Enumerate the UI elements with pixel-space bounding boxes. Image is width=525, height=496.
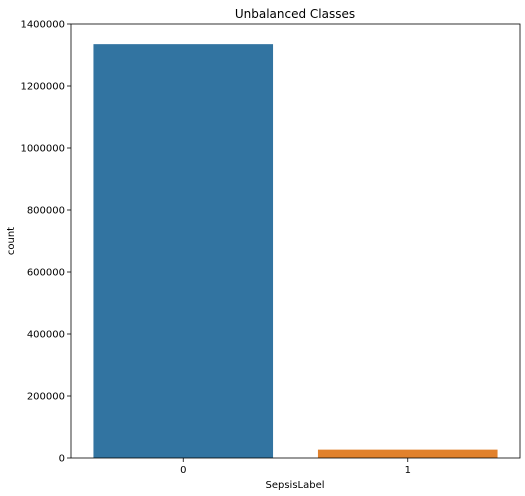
bar-1 (317, 449, 498, 458)
y-tick-label: 400000 (27, 330, 65, 341)
y-axis: 0 200000 400000 600000 800000 1000000 1200000 1… (20, 20, 71, 465)
x-tick-label: 0 (180, 465, 186, 476)
bar-0 (93, 44, 274, 459)
y-tick-label: 1200000 (20, 82, 65, 93)
y-tick-label: 200000 (27, 392, 65, 403)
plot-frame (70, 23, 521, 459)
bars-layer (93, 44, 498, 459)
x-tick-label: 1 (405, 465, 411, 476)
y-tick-label: 1000000 (20, 144, 65, 155)
chart-title: Unbalanced Classes (235, 7, 355, 21)
y-axis-title: count (6, 227, 17, 255)
y-tick-label: 800000 (27, 206, 65, 217)
y-tick-label: 1400000 (20, 20, 65, 31)
y-tick-label: 600000 (27, 268, 65, 279)
x-axis-title: SepsisLabel (265, 480, 324, 491)
y-tick-label: 0 (59, 454, 65, 465)
